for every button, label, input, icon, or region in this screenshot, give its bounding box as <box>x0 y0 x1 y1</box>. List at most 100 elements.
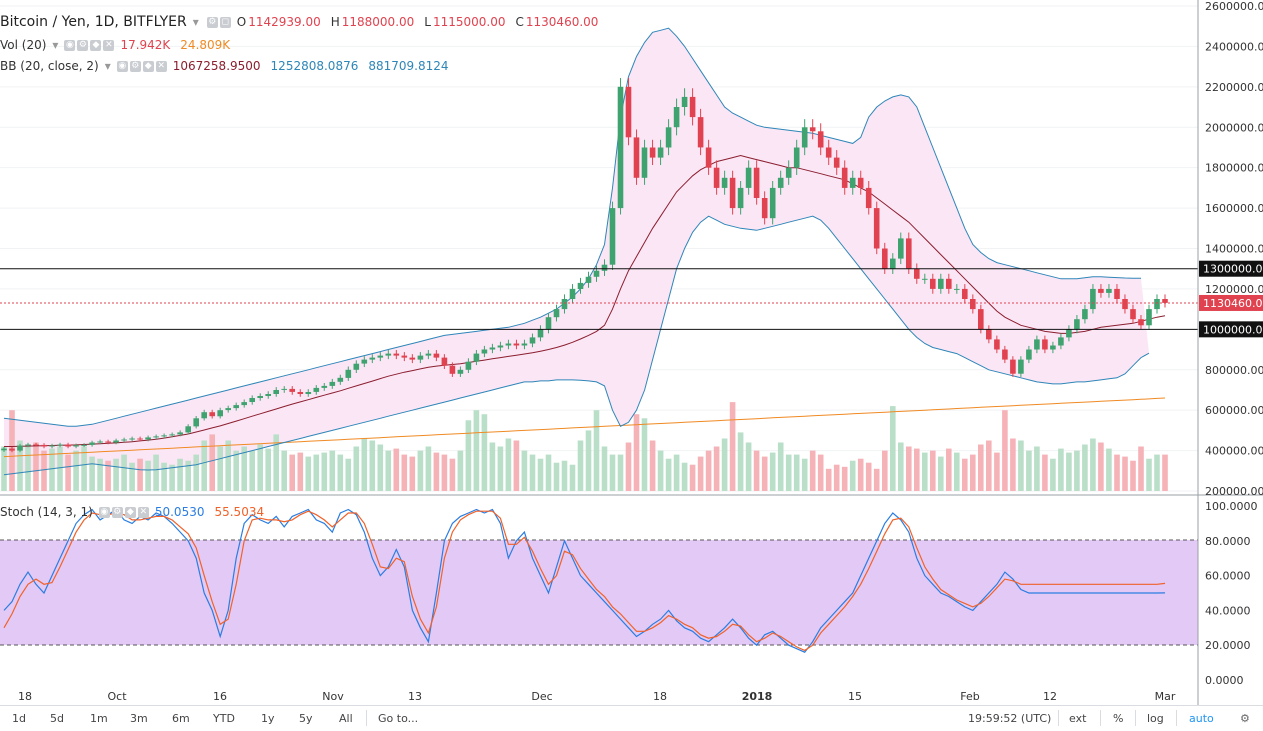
settings-icon: ⚙ <box>206 16 218 28</box>
volume-bar <box>1082 444 1088 491</box>
timeframe-1y[interactable]: 1y <box>261 712 275 725</box>
y-tick-label: 200000.00 <box>1205 485 1263 498</box>
volume-bar <box>329 450 336 491</box>
candle-body <box>1146 309 1152 326</box>
volume-bar <box>1010 438 1016 491</box>
volume-bar <box>673 454 680 491</box>
candle-body <box>986 329 992 340</box>
x-tick-label: 12 <box>1043 690 1057 703</box>
volume-bar <box>954 452 960 491</box>
volume-bar <box>553 462 560 491</box>
x-tick-label: Nov <box>322 690 344 703</box>
price-chart[interactable]: 1300000.00 1000000.00 1130460.00 2600000.0… <box>0 0 1263 705</box>
volume-bar <box>561 460 568 491</box>
level-price-tag <box>1199 321 1263 338</box>
volume-bar <box>265 448 271 491</box>
stoch-band-fill <box>0 540 1198 645</box>
bb-lower-value: 881709.8124 <box>368 59 449 73</box>
volume-dropdown-icon[interactable]: ▾ <box>52 38 59 52</box>
candle-body <box>393 353 400 356</box>
legend-controls[interactable]: ⚙ ◻ <box>206 16 231 28</box>
candle-body <box>113 440 119 443</box>
volume-bar <box>273 434 279 491</box>
volume-bar <box>169 464 175 491</box>
volume-bar <box>1042 454 1048 491</box>
volume-bar <box>585 430 592 491</box>
volume-bar <box>857 458 864 491</box>
volume-bar <box>705 450 712 491</box>
candle-body <box>481 349 488 354</box>
volume-controls[interactable]: ◉ ⚙ ◆ ✕ <box>64 39 115 51</box>
title-dropdown-icon[interactable]: ▾ <box>192 15 199 29</box>
percent-scale-toggle[interactable]: % <box>1113 712 1124 725</box>
timeframe-5y[interactable]: 5y <box>299 712 313 725</box>
candle-body <box>625 86 632 138</box>
volume-bar <box>345 458 352 491</box>
volume-bar <box>241 446 247 491</box>
candle-body <box>17 445 23 451</box>
candle-body <box>601 264 608 271</box>
candle-body <box>745 167 752 188</box>
candle-body <box>81 444 87 446</box>
candle-body <box>1026 349 1032 360</box>
volume-bar <box>914 448 920 491</box>
volume-bar <box>817 454 824 491</box>
auto-scale-toggle[interactable]: auto <box>1189 712 1214 725</box>
volume-bar <box>873 468 880 491</box>
volume-bar <box>601 446 608 491</box>
candle-body <box>914 268 920 279</box>
timeframe-6m[interactable]: 6m <box>172 712 190 725</box>
bb-dropdown-icon[interactable]: ▾ <box>104 59 111 73</box>
stoch-controls[interactable]: ◉ ⚙ ◆ ✕ <box>98 506 149 518</box>
x-tick-label: Feb <box>960 690 979 703</box>
close-icon: ✕ <box>155 60 167 72</box>
candle-body <box>577 282 584 289</box>
candle-body <box>377 355 384 358</box>
volume-bar <box>657 450 664 491</box>
candle-body <box>209 412 215 417</box>
volume-bar <box>313 454 320 491</box>
log-scale-toggle[interactable]: log <box>1147 712 1164 725</box>
candle-body <box>657 147 664 158</box>
candle-body <box>505 343 512 346</box>
volume-bar <box>665 458 672 491</box>
low-label: L <box>424 15 431 29</box>
x-tick-label: 16 <box>213 690 227 703</box>
high-label: H <box>330 15 340 29</box>
stoch-legend: Stoch (14, 3, 1) ◉ ⚙ ◆ ✕ 50.0530 55.5034 <box>0 505 274 519</box>
volume-bar <box>898 442 904 491</box>
extended-hours-toggle[interactable]: ext <box>1069 712 1087 725</box>
candle-body <box>962 288 968 299</box>
settings-gear-icon[interactable]: ⚙ <box>1240 712 1250 725</box>
volume-bar <box>649 440 656 491</box>
volume-bar <box>753 450 760 491</box>
y-tick-label: 400000.00 <box>1205 445 1263 458</box>
candle-body <box>161 435 167 437</box>
volume-bar <box>353 446 360 491</box>
bb-controls[interactable]: ◉ ⚙ ◆ ✕ <box>116 60 167 72</box>
volume-bar <box>25 444 31 491</box>
symbol-title[interactable]: Bitcoin / Yen, 1D, BITFLYER <box>0 14 187 30</box>
settings-icon: ⚙ <box>111 506 123 518</box>
timeframe-5d[interactable]: 5d <box>50 712 64 725</box>
x-tick-label: 13 <box>408 690 422 703</box>
timeframe-all[interactable]: All <box>339 712 353 725</box>
candle-body <box>938 278 944 289</box>
candle-body <box>129 438 135 440</box>
y-tick-label: 1600000.00 <box>1205 202 1263 215</box>
eye-icon: ◉ <box>98 506 110 518</box>
volume-bar <box>1098 442 1104 491</box>
timeframe-ytd[interactable]: YTD <box>213 712 235 725</box>
timeframe-1d[interactable]: 1d <box>12 712 26 725</box>
timeframe-1m[interactable]: 1m <box>90 712 108 725</box>
stoch-name[interactable]: Stoch (14, 3, 1) <box>0 505 93 519</box>
bb-name[interactable]: BB (20, close, 2) <box>0 59 99 73</box>
volume-name[interactable]: Vol (20) <box>0 38 47 52</box>
volume-bar <box>521 450 528 491</box>
stoch-k-line <box>3 508 1166 653</box>
timeframe-3m[interactable]: 3m <box>130 712 148 725</box>
goto-button[interactable]: Go to... <box>378 712 419 725</box>
candle-body <box>1002 349 1008 360</box>
bb-legend: BB (20, close, 2) ▾ ◉ ⚙ ◆ ✕ 1067258.9500 12… <box>0 59 459 73</box>
volume-bar <box>385 450 392 491</box>
